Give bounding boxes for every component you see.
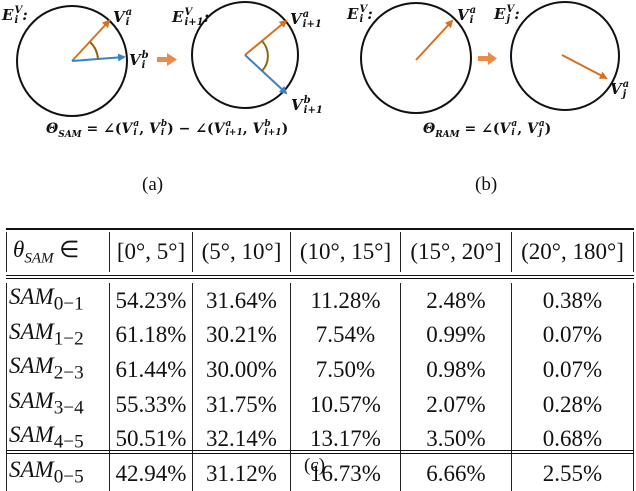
cell: 0.07% — [511, 317, 634, 353]
cell: 0.98% — [400, 352, 512, 387]
cell: 31.12% — [192, 455, 291, 491]
row-label: SAM2−3 — [6, 352, 110, 387]
angle-arc — [261, 40, 269, 72]
vector-a-i-arrow-b — [415, 19, 454, 61]
cell: 0.38% — [511, 283, 634, 318]
cell: 2.07% — [400, 386, 512, 422]
cell: 30.21% — [192, 317, 291, 353]
cell: 54.23% — [109, 283, 193, 318]
vector-a-i-arrow — [71, 19, 111, 62]
cell: 11.28% — [290, 283, 401, 318]
header-theta-sam: θSAM ∈ — [6, 232, 110, 272]
results-table: θSAM ∈ [0°, 5°] (5°, 10°] (10°, 15°] (15… — [6, 232, 634, 272]
vector-diagrams — [16, 1, 620, 117]
cell: 30.00% — [192, 352, 291, 387]
table-header-row: θSAM ∈ [0°, 5°] (5°, 10°] (10°, 15°] (15… — [6, 232, 634, 272]
table-row: SAM2−3 61.44% 30.00% 7.50% 0.98% 0.07% — [6, 352, 634, 387]
cell: 42.94% — [109, 455, 193, 491]
vector-b-i-plus-1-arrow — [244, 54, 288, 95]
cell: 2.55% — [511, 455, 634, 491]
circle-e-j — [510, 1, 620, 111]
vector-a-i-plus-1-arrow — [244, 19, 288, 56]
caption-b: (b) — [475, 174, 498, 195]
cell: 61.18% — [109, 317, 193, 353]
top-rule — [6, 228, 634, 230]
circle-e-i — [16, 5, 128, 117]
header-rule-1 — [6, 275, 634, 276]
cell: 6.66% — [400, 455, 512, 491]
cell: 7.54% — [290, 317, 401, 353]
cell: 0.28% — [511, 386, 634, 422]
cell: 0.99% — [400, 317, 512, 353]
table-row: SAM3−4 55.33% 31.75% 10.57% 2.07% 0.28% — [6, 386, 634, 422]
angle-arc — [89, 41, 99, 60]
caption-c: (c) — [304, 455, 326, 476]
header-col-2: (10°, 15°] — [290, 232, 401, 272]
row-label: SAM0−1 — [6, 283, 110, 318]
header-col-4: (20°, 180°] — [511, 232, 634, 272]
vector-a-j-arrow — [561, 54, 608, 79]
bottom-rule-2 — [6, 453, 634, 454]
header-col-3: (15°, 20°] — [400, 232, 512, 272]
header-col-1: (5°, 10°] — [192, 232, 291, 272]
circle-e-i-plus-1 — [191, 1, 299, 109]
cell: 31.64% — [192, 283, 291, 318]
row-label: SAM0−5 — [6, 455, 110, 491]
cell: 31.75% — [192, 386, 291, 422]
circle-e-i-b — [360, 2, 472, 114]
bottom-rule-1 — [6, 450, 634, 451]
cell: 61.44% — [109, 352, 193, 387]
cell: 10.57% — [290, 386, 401, 422]
header-col-0: [0°, 5°] — [109, 232, 193, 272]
cell: 0.07% — [511, 352, 634, 387]
cell: 7.50% — [290, 352, 401, 387]
header-rule-2 — [6, 278, 634, 279]
row-label: SAM1−2 — [6, 317, 110, 353]
table-row: SAM0−1 54.23% 31.64% 11.28% 2.48% 0.38% — [6, 283, 634, 318]
table-row: SAM1−2 61.18% 30.21% 7.54% 0.99% 0.07% — [6, 317, 634, 353]
transition-arrow-icon-b — [478, 52, 497, 65]
caption-a: (a) — [142, 174, 164, 195]
row-label: SAM3−4 — [6, 386, 110, 422]
transition-arrow-icon-a — [157, 53, 177, 66]
cell: 2.48% — [400, 283, 512, 318]
cell: 55.33% — [109, 386, 193, 422]
